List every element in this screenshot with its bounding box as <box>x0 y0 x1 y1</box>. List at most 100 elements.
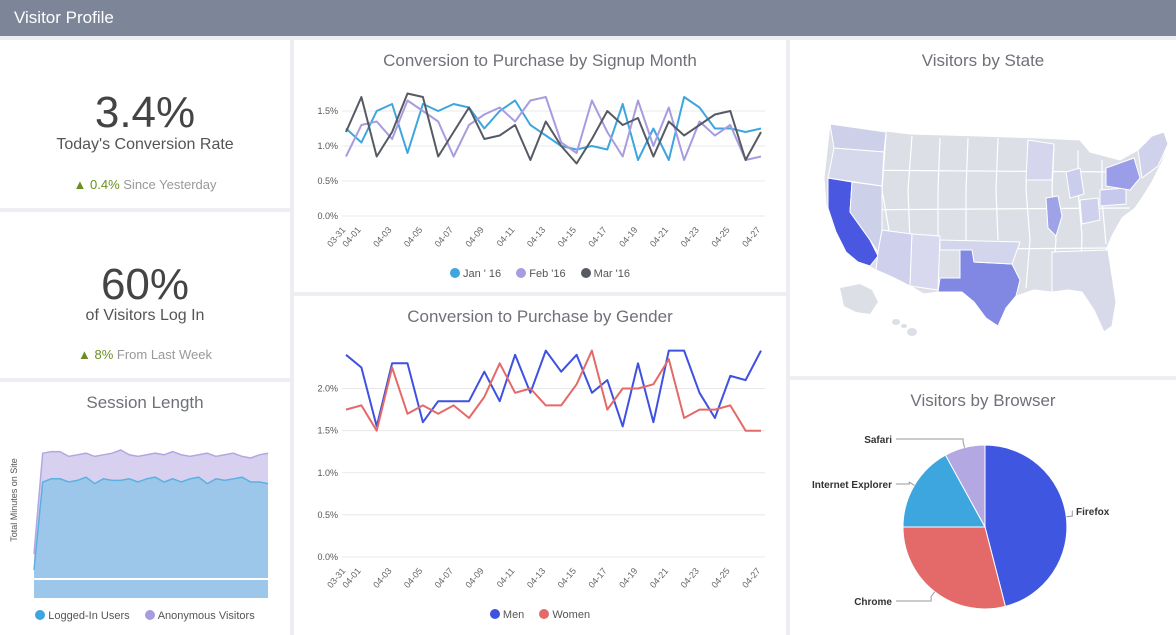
state-arizona[interactable] <box>875 229 913 287</box>
series-line-men[interactable] <box>345 349 762 428</box>
kpi-conversion-value: 3.4% <box>94 88 196 137</box>
series-line-feb-16[interactable] <box>345 96 762 161</box>
session-legend: Logged-In Users Anonymous Visitors <box>0 610 290 622</box>
state-southeast[interactable] <box>1051 249 1117 333</box>
x-tick-label: 04-11 <box>495 566 517 590</box>
x-tick-label: 04-27 <box>740 566 762 590</box>
session-length-chart: Total Minutes on Site <box>9 449 269 598</box>
legend-dot-icon <box>516 268 527 278</box>
x-tick-label: 04-25 <box>709 566 731 590</box>
kpi-conversion-delta-text: Since Yesterday <box>123 177 217 192</box>
kpi-conversion-label: Today's Conversion Rate <box>56 136 234 153</box>
state-ohio[interactable] <box>1079 197 1101 225</box>
session-area-group <box>33 449 269 578</box>
y-tick-label: 1.5% <box>317 426 338 436</box>
y-tick-label: 1.0% <box>317 468 338 478</box>
x-tick-label: 04-27 <box>740 225 762 249</box>
series-line-women[interactable] <box>345 349 761 432</box>
kpi-login-delta-text: From Last Week <box>116 347 213 362</box>
kpi-conversion-card: 3.4% Today's Conversion Rate ▲ 0.4% Sinc… <box>0 40 290 208</box>
signup-legend: Jan ' 16 Feb '16 Mar '16 <box>294 268 786 280</box>
y-tick-label: 0.0% <box>317 211 338 221</box>
legend-mar[interactable]: Mar '16 <box>580 268 630 280</box>
x-tick-label: 04-13 <box>525 225 547 249</box>
x-tick-label: 04-03 <box>371 225 393 249</box>
area-line-logged-in-users <box>33 476 269 571</box>
pie-slice-firefox[interactable] <box>984 444 1068 608</box>
kpi-login-delta-value: 8% <box>94 347 114 362</box>
x-tick-label: 04-07 <box>433 225 455 249</box>
pie-label-chrome: Chrome <box>854 597 892 608</box>
x-tick-label: 04-07 <box>433 566 455 590</box>
x-tick-label: 04-21 <box>648 225 670 249</box>
browser-panel: Visitors by Browser Firefox Chrome Interne… <box>790 380 1176 635</box>
state-new-york[interactable] <box>1105 157 1141 191</box>
state-alaska[interactable] <box>840 284 878 314</box>
state-washington[interactable] <box>829 123 887 153</box>
legend-men[interactable]: Men <box>489 609 524 621</box>
legend-women[interactable]: Women <box>539 609 590 621</box>
legend-dot-icon <box>35 610 46 620</box>
area-logged-in-users[interactable] <box>34 477 268 578</box>
x-tick-label: 04-09 <box>463 566 485 590</box>
legend-dot-icon <box>580 268 591 278</box>
gender-title: Conversion to Purchase by Gender <box>407 307 673 326</box>
pie-label-safari: Safari <box>864 435 892 446</box>
y-tick-label: 0.5% <box>317 510 338 520</box>
pie-label-firefox: Firefox <box>1076 507 1110 518</box>
area-line-anonymous-visitors <box>33 449 269 555</box>
state-new-england[interactable] <box>1137 131 1169 179</box>
series-line-mar-16[interactable] <box>345 92 762 165</box>
pie-leader-line <box>896 591 936 602</box>
signup-month-title: Conversion to Purchase by Signup Month <box>383 51 697 70</box>
page-title: Visitor Profile <box>14 8 114 27</box>
pie-label-internet-explorer: Internet Explorer <box>812 480 892 491</box>
state-oregon[interactable] <box>827 147 885 187</box>
x-tick-label: 04-17 <box>586 225 608 249</box>
x-tick-label: 04-13 <box>525 566 547 590</box>
legend-anonymous[interactable]: Anonymous Visitors <box>144 610 255 622</box>
x-tick-label: 04-11 <box>495 225 517 249</box>
x-tick-label: 04-23 <box>679 225 701 249</box>
pie-slice-chrome[interactable] <box>902 526 1007 610</box>
y-tick-label: 2.0% <box>317 384 338 394</box>
x-tick-label: 04-05 <box>402 225 424 249</box>
session-length-title: Session Length <box>86 393 204 412</box>
state-map-title: Visitors by State <box>921 51 1045 70</box>
x-tick-label: 04-15 <box>556 225 578 249</box>
legend-feb[interactable]: Feb '16 <box>516 268 566 280</box>
state-map-panel: Visitors by State <box>790 40 1176 376</box>
y-tick-label: 0.0% <box>317 552 338 562</box>
series-line-jan-16[interactable] <box>345 96 762 161</box>
kpi-login-value: 60% <box>100 260 190 309</box>
pie-leader-line <box>896 481 915 486</box>
x-tick-label: 04-19 <box>617 225 639 249</box>
us-map <box>823 123 1169 336</box>
kpi-login-label: of Visitors Log In <box>85 307 205 324</box>
x-tick-label: 04-25 <box>709 225 731 249</box>
legend-logged-in[interactable]: Logged-In Users <box>35 610 130 622</box>
state-minnesota[interactable] <box>1025 139 1055 181</box>
gender-legend: Men Women <box>294 609 786 621</box>
state-new-mexico[interactable] <box>909 233 941 291</box>
state-michigan[interactable] <box>1065 167 1085 199</box>
state-oklahoma[interactable] <box>939 239 1021 265</box>
x-tick-label: 04-15 <box>556 566 578 590</box>
session-scrollbar[interactable] <box>34 580 268 598</box>
kpi-conversion-delta-value: 0.4% <box>90 177 120 192</box>
kpi-login-delta: ▲ 8% From Last Week <box>0 347 290 362</box>
pie-leader-line <box>896 438 966 448</box>
state-illinois[interactable] <box>1045 195 1063 237</box>
browser-title: Visitors by Browser <box>910 391 1056 410</box>
signup-month-panel: Conversion to Purchase by Signup Month 0… <box>294 40 786 292</box>
x-tick-label: 04-05 <box>402 566 424 590</box>
browser-pie-chart: Firefox Chrome Internet Explorer Safari <box>812 435 1110 610</box>
legend-jan[interactable]: Jan ' 16 <box>449 268 501 280</box>
x-tick-label: 04-09 <box>463 225 485 249</box>
state-pennsylvania[interactable] <box>1099 187 1127 207</box>
kpi-login-card: 60% of Visitors Log In ▲ 8% From Last We… <box>0 212 290 378</box>
pie-leader-line <box>1066 510 1073 518</box>
session-length-panel: Session Length Total Minutes on Site Log… <box>0 382 290 635</box>
state-hawaii[interactable] <box>892 319 917 336</box>
